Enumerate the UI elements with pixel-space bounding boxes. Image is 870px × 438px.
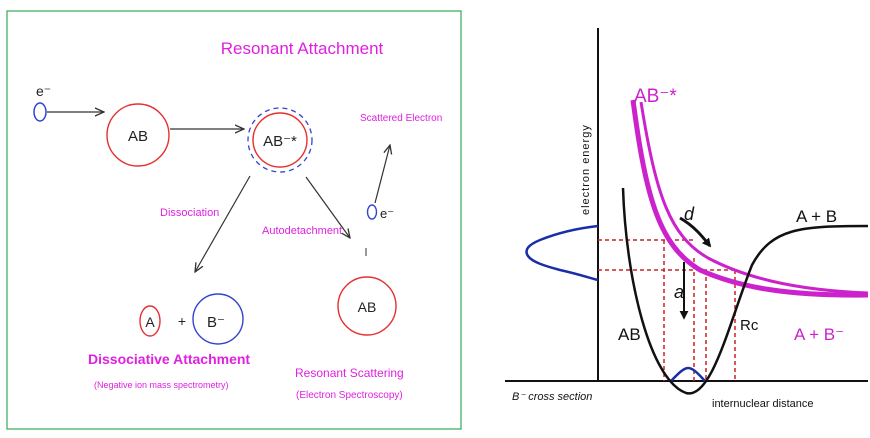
autodetachment-label: Autodetachment (262, 225, 342, 237)
asymptote-anion-label: A + B⁻ (794, 325, 844, 344)
product-b-label: B⁻ (207, 314, 225, 331)
dashed-projections (598, 239, 736, 381)
scattered-e-label: e⁻ (380, 206, 394, 221)
anion-curve-label: AB⁻* (634, 86, 677, 107)
electron-label: e⁻ (36, 83, 51, 99)
anion-label: AB⁻* (263, 133, 297, 150)
product-a-circle (139, 305, 161, 337)
anion-dashed-shell (247, 107, 313, 173)
vibrational-wavefunction (669, 366, 707, 383)
y-axis-label: electron energy (580, 124, 592, 215)
resonant-scattering-label: Resonant Scattering (295, 366, 404, 380)
plus-sign: + (178, 313, 186, 329)
neutral-potential-curve (621, 187, 869, 395)
dissociation-arrow (195, 175, 251, 272)
left-panel: Resonant Attachment e⁻ AB AB⁻* Dissociat… (6, 10, 462, 430)
a-label: a (674, 282, 684, 302)
crossing-label: Rc (740, 317, 759, 334)
autodetachment-arrow (305, 176, 350, 238)
cross-section-label: B⁻ cross section (512, 391, 592, 403)
molecule-ab-label: AB (128, 128, 148, 145)
scattered-electron (366, 204, 378, 220)
anion-circle (252, 112, 308, 168)
dissociative-attachment-label: Dissociative Attachment (88, 351, 250, 367)
dissociative-attachment-sub: (Negative ion mass spectrometry) (94, 380, 229, 390)
incoming-electron (33, 102, 47, 122)
molecule-ab-circle (106, 103, 170, 167)
scattered-ab-label: AB (358, 299, 377, 315)
dissociation-label: Dissociation (160, 207, 219, 219)
scattered-electron-label: Scattered Electron (360, 113, 442, 124)
product-b-circle (192, 293, 244, 345)
right-panel: electron energy internuclear distance B⁻… (505, 28, 869, 410)
scattered-electron-arrow (374, 145, 390, 204)
neutral-curve-label: AB (618, 325, 641, 344)
anion-potential-curve (630, 99, 869, 298)
cross-section-curve (525, 224, 599, 282)
scattered-ab-circle (337, 276, 397, 336)
resonant-attachment-title: Resonant Attachment (221, 39, 384, 58)
d-label: d (684, 204, 695, 224)
product-a-label: A (145, 314, 155, 330)
anion-potential-curve-band (639, 101, 869, 295)
left-panel-frame (6, 10, 462, 430)
x-axis-label: internuclear distance (712, 398, 814, 410)
resonant-scattering-sub: (Electron Spectroscopy) (296, 390, 403, 401)
d-arrow (679, 216, 712, 248)
asymptote-neutral-label: A + B (796, 207, 837, 226)
